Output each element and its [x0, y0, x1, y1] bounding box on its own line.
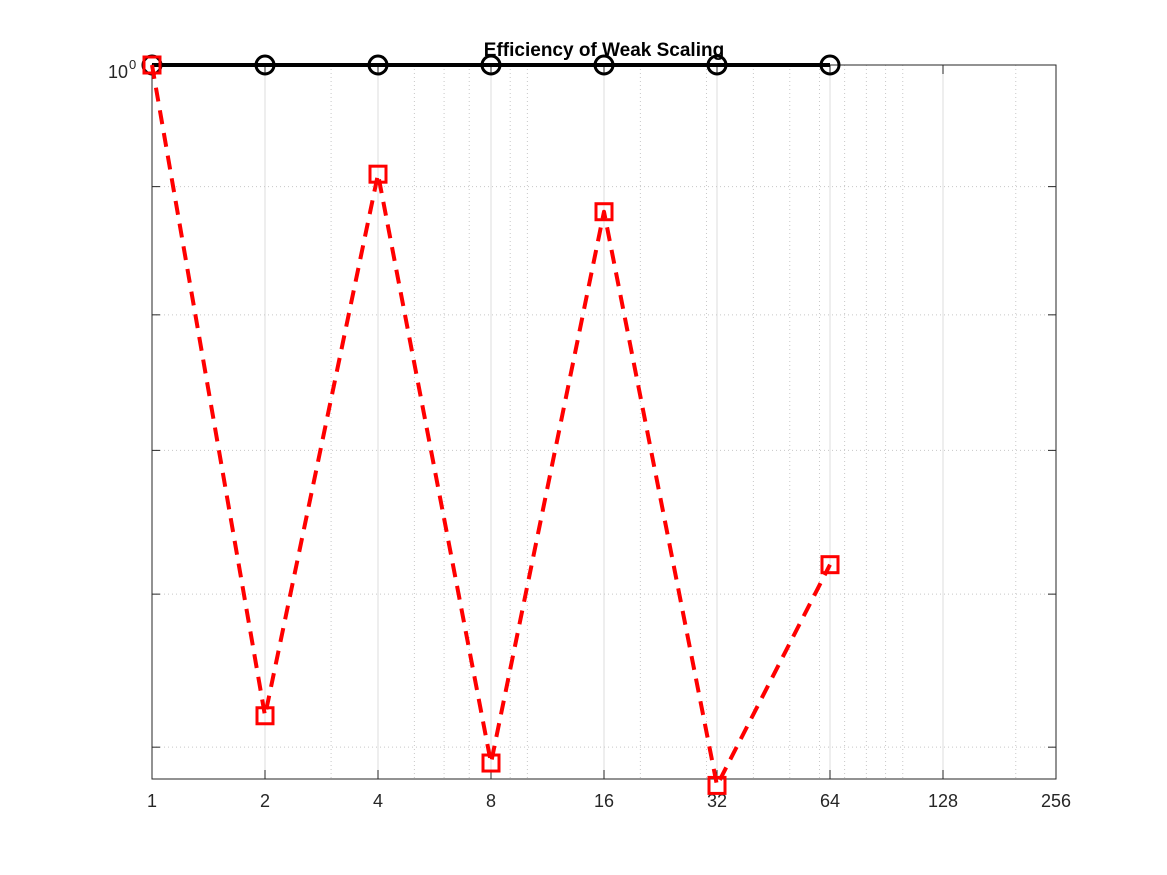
data-point-circle — [593, 54, 615, 76]
x-tick-labels: 1 2 4 8 16 32 64 128 256 — [147, 791, 1071, 811]
x-tick-label: 32 — [707, 791, 727, 811]
data-point-square — [820, 555, 840, 575]
x-tick-label: 128 — [928, 791, 958, 811]
series-group — [142, 55, 840, 795]
x-tick-label: 2 — [260, 791, 270, 811]
x-tick-label: 256 — [1041, 791, 1071, 811]
x-tick-label: 4 — [373, 791, 383, 811]
data-point-square — [255, 706, 275, 726]
data-point-circle — [480, 54, 502, 76]
grid-lines — [151, 65, 1057, 779]
data-point-square — [707, 775, 727, 795]
data-point-square — [594, 202, 614, 222]
data-point-circle — [367, 54, 389, 76]
chart-title: Efficiency of Weak Scaling — [484, 40, 724, 61]
data-point-square — [142, 55, 162, 75]
data-series — [141, 54, 841, 795]
x-tick-label: 16 — [594, 791, 614, 811]
x-tick-label: 8 — [486, 791, 496, 811]
data-point-square — [368, 164, 388, 184]
y-tick-label-exponent: 0 — [129, 57, 136, 72]
y-tick-label-base: 10 — [108, 62, 128, 82]
series-group — [141, 54, 841, 76]
data-point-circle — [819, 54, 841, 76]
data-point-circle — [706, 54, 728, 76]
x-tick-label: 64 — [820, 791, 840, 811]
x-tick-label: 1 — [147, 791, 157, 811]
data-point-square — [481, 753, 501, 773]
data-point-circle — [254, 54, 276, 76]
